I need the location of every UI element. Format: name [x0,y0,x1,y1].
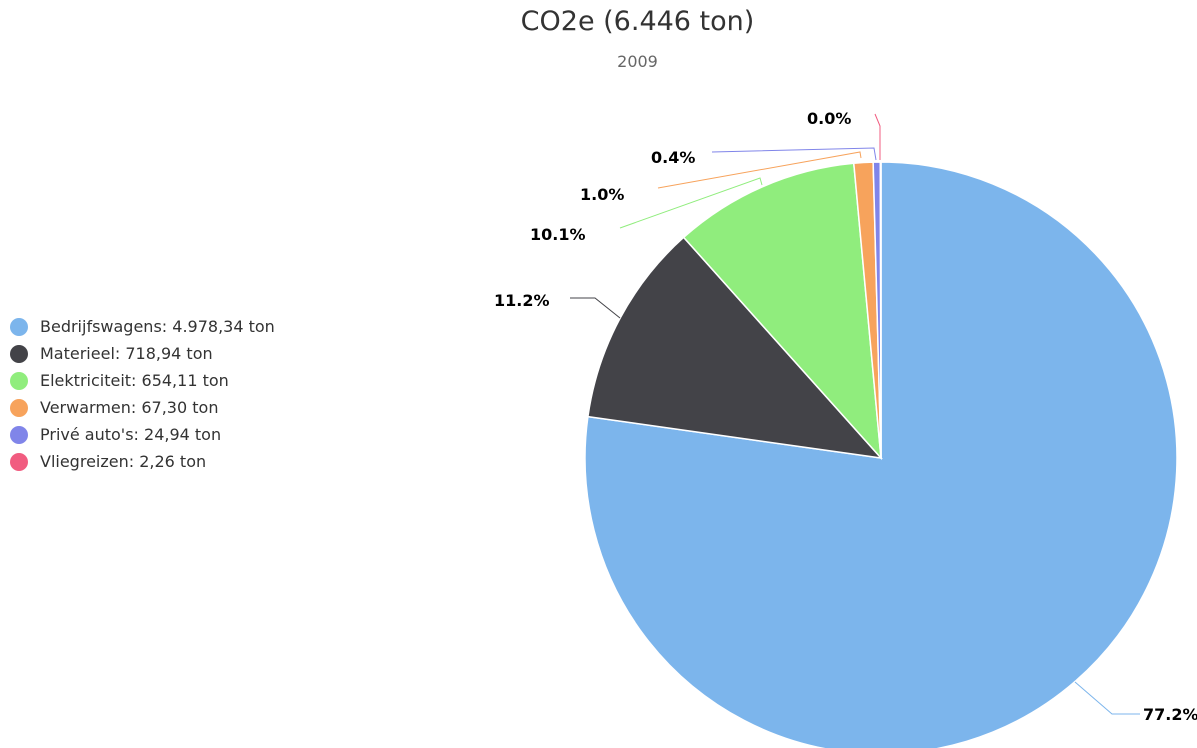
legend-symbol [10,317,28,336]
legend-item-vliegreizen[interactable]: Vliegreizen: 2,26 ton [10,448,275,475]
data-label: 77.2% [1143,705,1197,724]
legend-symbol [10,371,28,390]
legend: Bedrijfswagens: 4.978,34 ton Materieel: … [10,313,275,475]
legend-symbol [10,344,28,363]
data-label: 10.1% [530,225,586,244]
label-connector [1074,681,1140,715]
legend-symbol [10,398,28,417]
legend-label: Elektriciteit: 654,11 ton [40,371,229,390]
label-connector [711,147,877,161]
legend-item-bedrijfswagens[interactable]: Bedrijfswagens: 4.978,34 ton [10,313,275,340]
legend-item-materieel[interactable]: Materieel: 718,94 ton [10,340,275,367]
legend-label: Privé auto's: 24,94 ton [40,425,222,444]
label-connector [874,113,881,160]
pie-slice[interactable] [879,161,882,459]
legend-item-prive-autos[interactable]: Privé auto's: 24,94 ton [10,421,275,448]
legend-item-elektriciteit[interactable]: Elektriciteit: 654,11 ton [10,367,275,394]
legend-item-verwarmen[interactable]: Verwarmen: 67,30 ton [10,394,275,421]
label-connector [657,151,862,189]
data-label: 0.0% [807,109,851,128]
pie-slice[interactable] [587,236,883,460]
legend-label: Materieel: 718,94 ton [40,344,213,363]
label-connector [570,297,621,319]
chart-subtitle: 2009 [617,52,658,71]
label-connector [619,177,763,229]
data-label: 1.0% [580,185,624,204]
data-label: 0.4% [651,148,695,167]
legend-symbol [10,452,28,471]
legend-label: Bedrijfswagens: 4.978,34 ton [40,317,275,336]
pie-slice[interactable] [682,162,882,461]
legend-label: Vliegreizen: 2,26 ton [40,452,207,471]
pie-slice[interactable] [584,161,1178,748]
chart-title: CO2e (6.446 ton) [520,6,755,37]
legend-label: Verwarmen: 67,30 ton [40,398,219,417]
legend-symbol [10,425,28,444]
data-label: 11.2% [494,291,550,310]
